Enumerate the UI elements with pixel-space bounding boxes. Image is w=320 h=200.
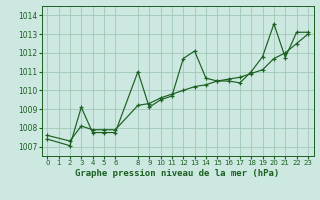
X-axis label: Graphe pression niveau de la mer (hPa): Graphe pression niveau de la mer (hPa) xyxy=(76,169,280,178)
